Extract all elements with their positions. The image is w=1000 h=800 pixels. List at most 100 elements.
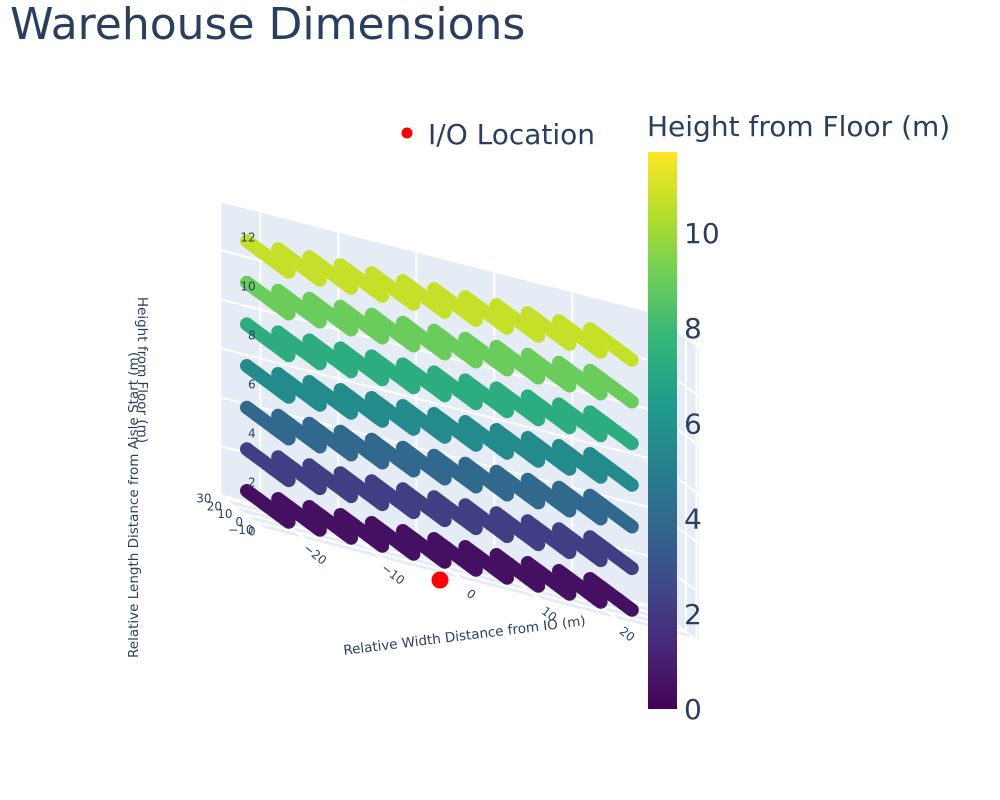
- data-point[interactable]: [531, 579, 546, 593]
- data-point[interactable]: [406, 463, 421, 478]
- data-point[interactable]: [282, 265, 296, 279]
- data-point[interactable]: [282, 473, 296, 488]
- data-point[interactable]: [375, 330, 390, 345]
- data-point[interactable]: [344, 281, 359, 295]
- data-point[interactable]: [500, 571, 514, 585]
- data-point[interactable]: [594, 470, 608, 484]
- data-point[interactable]: [531, 412, 546, 427]
- data-point[interactable]: [594, 511, 608, 526]
- data-point[interactable]: [500, 362, 514, 377]
- data-point[interactable]: [375, 497, 390, 512]
- data-point[interactable]: [594, 345, 608, 359]
- data-point[interactable]: [594, 428, 608, 443]
- data-point[interactable]: [469, 521, 483, 536]
- data-point[interactable]: [344, 447, 359, 462]
- data-point[interactable]: [282, 306, 296, 321]
- data-point[interactable]: [562, 420, 577, 435]
- data-point[interactable]: [531, 454, 546, 468]
- data-point[interactable]: [282, 348, 296, 363]
- data-point[interactable]: [562, 378, 577, 393]
- data-point[interactable]: [625, 353, 639, 367]
- data-point[interactable]: [625, 603, 639, 617]
- data-point[interactable]: [406, 505, 421, 520]
- data-point[interactable]: [500, 529, 514, 544]
- tick-label: 20: [207, 499, 222, 513]
- colorbar-tick-label: 4: [684, 503, 702, 536]
- data-point[interactable]: [438, 388, 452, 403]
- data-point[interactable]: [282, 431, 296, 446]
- gridline-z: [221, 347, 651, 460]
- tick-label: 10: [240, 279, 255, 293]
- data-point[interactable]: [469, 563, 483, 577]
- tick-label: 4: [248, 426, 256, 440]
- data-point[interactable]: [406, 547, 421, 561]
- data-point[interactable]: [469, 396, 483, 411]
- data-point[interactable]: [531, 329, 546, 343]
- data-point[interactable]: [531, 537, 546, 552]
- data-point[interactable]: [406, 297, 421, 311]
- data-point[interactable]: [344, 531, 359, 545]
- data-point[interactable]: [438, 471, 452, 486]
- data-point[interactable]: [562, 503, 577, 518]
- data-point[interactable]: [469, 479, 483, 494]
- data-point[interactable]: [438, 305, 452, 319]
- data-point[interactable]: [625, 519, 639, 534]
- data-point[interactable]: [375, 539, 390, 553]
- io-location-point[interactable]: [431, 571, 449, 589]
- legend-io-marker[interactable]: [401, 127, 413, 139]
- data-point[interactable]: [500, 321, 514, 335]
- data-point[interactable]: [313, 314, 327, 329]
- data-point[interactable]: [625, 561, 639, 576]
- data-point[interactable]: [438, 513, 452, 528]
- data-point[interactable]: [531, 370, 546, 385]
- data-point[interactable]: [313, 481, 327, 496]
- data-point[interactable]: [594, 595, 608, 609]
- data-point[interactable]: [282, 390, 296, 404]
- data-point[interactable]: [438, 430, 452, 444]
- data-point[interactable]: [438, 346, 452, 361]
- colorbar-title: Height from Floor (m): [647, 110, 950, 143]
- legend[interactable]: I/O Location: [401, 118, 596, 151]
- scene-3d[interactable]: [221, 200, 700, 643]
- data-point[interactable]: [313, 398, 327, 412]
- colorbar-tick-label: 10: [684, 217, 720, 250]
- data-point[interactable]: [562, 587, 577, 601]
- legend-io-label[interactable]: I/O Location: [428, 118, 595, 151]
- data-point[interactable]: [344, 322, 359, 337]
- data-point[interactable]: [313, 273, 327, 287]
- data-point[interactable]: [625, 436, 639, 451]
- data-point[interactable]: [438, 555, 452, 569]
- data-point[interactable]: [344, 489, 359, 504]
- data-point[interactable]: [375, 414, 390, 428]
- data-point[interactable]: [562, 337, 577, 351]
- data-point[interactable]: [375, 372, 390, 387]
- tick-label: 10: [217, 507, 232, 521]
- data-point[interactable]: [531, 495, 546, 510]
- data-point[interactable]: [469, 313, 483, 327]
- data-point[interactable]: [282, 515, 296, 529]
- data-point[interactable]: [313, 439, 327, 454]
- data-point[interactable]: [406, 380, 421, 395]
- data-point[interactable]: [625, 478, 639, 492]
- data-point[interactable]: [406, 338, 421, 353]
- data-point[interactable]: [500, 446, 514, 460]
- data-point[interactable]: [562, 545, 577, 560]
- data-point[interactable]: [469, 438, 483, 452]
- data-point[interactable]: [375, 289, 390, 303]
- data-point[interactable]: [500, 404, 514, 419]
- data-point[interactable]: [594, 553, 608, 568]
- data-point[interactable]: [562, 462, 577, 476]
- gridline-y: [256, 521, 687, 633]
- data-point[interactable]: [375, 455, 390, 470]
- data-point[interactable]: [625, 394, 639, 409]
- data-point[interactable]: [500, 487, 514, 502]
- data-point[interactable]: [313, 356, 327, 371]
- data-point[interactable]: [344, 364, 359, 379]
- chart-title: Warehouse Dimensions: [10, 0, 526, 50]
- data-point[interactable]: [313, 523, 327, 537]
- data-point[interactable]: [406, 422, 421, 436]
- data-point[interactable]: [594, 386, 608, 401]
- data-point[interactable]: [344, 406, 359, 420]
- data-point[interactable]: [469, 354, 483, 369]
